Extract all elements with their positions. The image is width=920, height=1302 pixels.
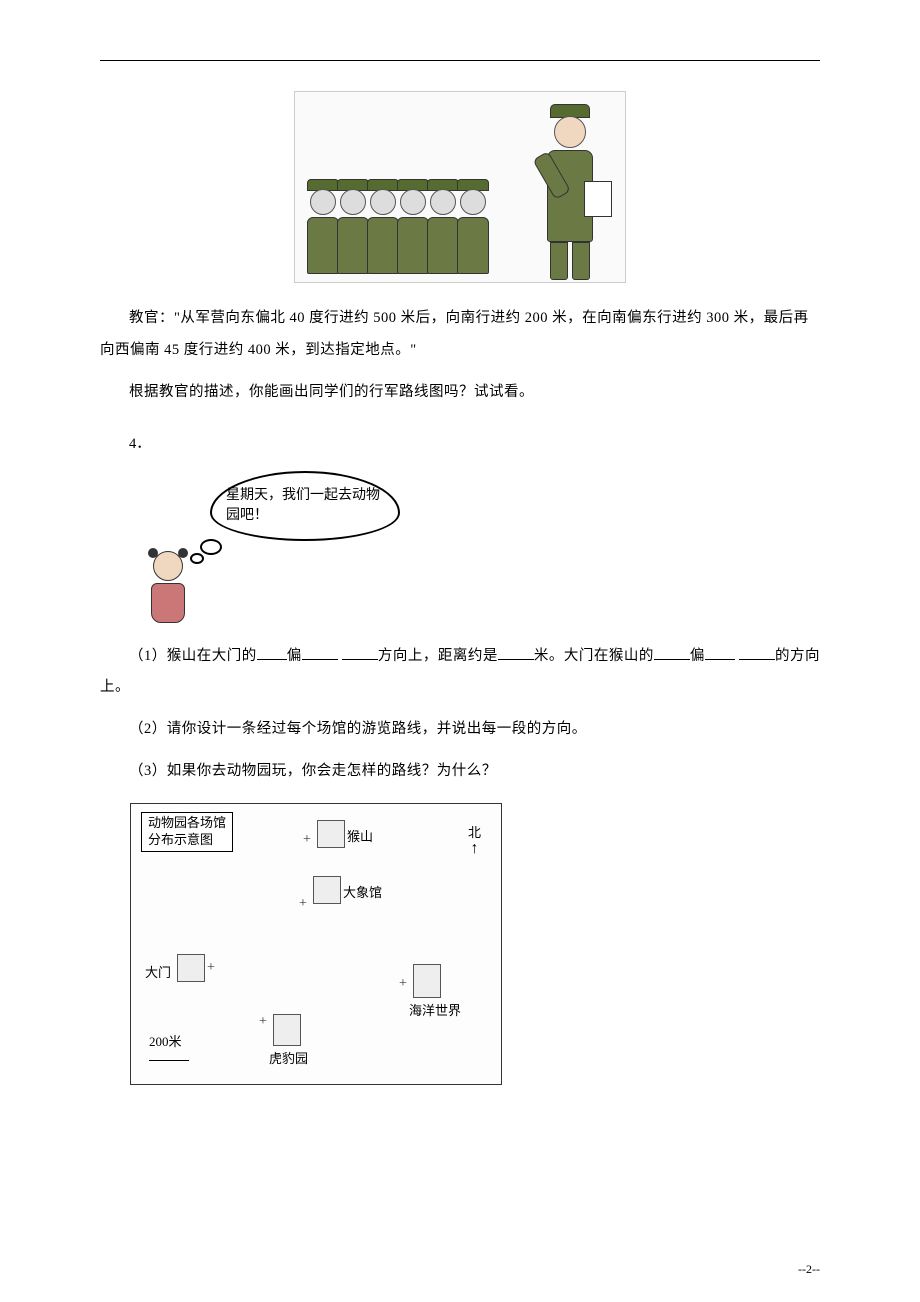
page: 教官："从军营向东偏北 40 度行进约 500 米后，向南行进约 200 米，在… bbox=[0, 0, 920, 1302]
instructor-figure bbox=[100, 91, 820, 283]
blank[interactable] bbox=[342, 644, 378, 660]
map-title: 动物园各场馆 分布示意图 bbox=[141, 812, 233, 852]
blank[interactable] bbox=[498, 644, 534, 660]
instructor-image bbox=[294, 91, 626, 283]
question-4-3: （3）如果你去动物园玩，你会走怎样的路线？为什么？ bbox=[100, 756, 820, 788]
map-marker: + bbox=[299, 896, 307, 912]
elephant-icon bbox=[313, 876, 341, 904]
q4-1-text: 偏 bbox=[287, 648, 302, 664]
gate-icon bbox=[177, 954, 205, 982]
question-4-2: （2）请你设计一条经过每个场馆的游览路线，并说出每一段的方向。 bbox=[100, 714, 820, 746]
q4-1-text: 偏 bbox=[690, 648, 705, 664]
map-marker: + bbox=[207, 960, 215, 976]
draw-prompt: 根据教官的描述，你能画出同学们的行军路线图吗？试试看。 bbox=[100, 377, 820, 409]
bubble-text: 星期天，我们一起去动物园吧！ bbox=[226, 486, 384, 525]
north-label: 北 bbox=[468, 825, 481, 840]
q4-1-text: （1）猴山在大门的 bbox=[129, 648, 257, 664]
q4-1-text: 米。大门在猴山的 bbox=[534, 648, 654, 664]
blank[interactable] bbox=[257, 644, 287, 660]
blank[interactable] bbox=[302, 644, 338, 660]
blank[interactable] bbox=[654, 644, 690, 660]
bubble-figure: 星期天，我们一起去动物园吧！ bbox=[130, 471, 410, 621]
instructor-quote: 教官："从军营向东偏北 40 度行进约 500 米后，向南行进约 200 米，在… bbox=[100, 303, 820, 367]
blank[interactable] bbox=[705, 644, 735, 660]
north-arrow-icon: ↑ bbox=[468, 841, 481, 857]
question-4-1: （1）猴山在大门的偏 方向上，距离约是米。大门在猴山的偏 的方向上。 bbox=[100, 641, 820, 705]
bubble-tail bbox=[200, 539, 222, 555]
ocean-label: 海洋世界 bbox=[409, 1000, 461, 1019]
girl-icon bbox=[140, 551, 195, 621]
elephant-label: 大象馆 bbox=[343, 882, 382, 901]
question-4-number: 4． bbox=[100, 429, 820, 461]
map-marker: + bbox=[399, 976, 407, 992]
map-title-line: 动物园各场馆 bbox=[148, 815, 226, 832]
q4-1-text: 方向上，距离约是 bbox=[378, 648, 498, 664]
soldier-group bbox=[303, 124, 503, 274]
ocean-icon bbox=[413, 964, 441, 998]
map-title-line: 分布示意图 bbox=[148, 832, 226, 849]
zoo-map: 动物园各场馆 分布示意图 北 ↑ + 猴山 + 大象馆 大门 + + 海洋世界 … bbox=[130, 803, 502, 1085]
monkey-label: 猴山 bbox=[347, 826, 373, 845]
scale-bar: 200米 bbox=[149, 1031, 189, 1066]
monkey-icon bbox=[317, 820, 345, 848]
map-marker: + bbox=[303, 832, 311, 848]
top-rule bbox=[100, 60, 820, 61]
map-marker: + bbox=[259, 1014, 267, 1030]
tiger-label: 虎豹园 bbox=[269, 1048, 308, 1067]
speech-bubble: 星期天，我们一起去动物园吧！ bbox=[210, 471, 400, 541]
gate-label: 大门 bbox=[145, 962, 171, 981]
page-number: --2-- bbox=[798, 1262, 820, 1277]
scale-label: 200米 bbox=[149, 1034, 182, 1049]
scale-line bbox=[149, 1060, 189, 1061]
tiger-icon bbox=[273, 1014, 301, 1046]
blank[interactable] bbox=[739, 644, 775, 660]
instructor-person bbox=[525, 104, 615, 274]
north-indicator: 北 ↑ bbox=[468, 822, 481, 857]
